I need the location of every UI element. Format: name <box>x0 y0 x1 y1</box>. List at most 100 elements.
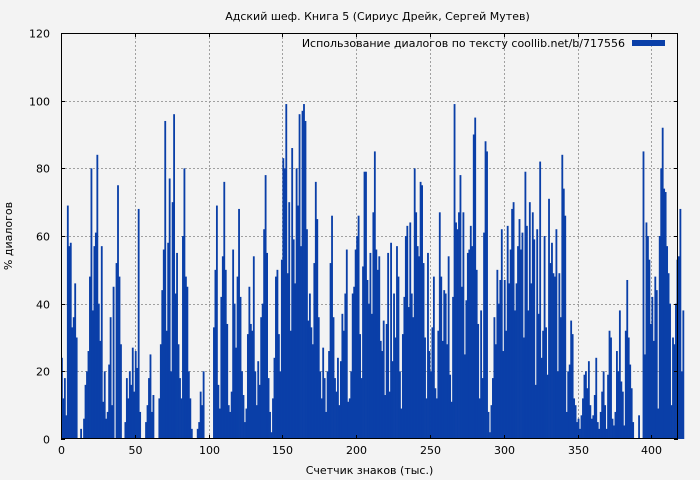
bar <box>217 384 220 439</box>
bar <box>554 276 556 439</box>
bar <box>173 114 176 439</box>
bar <box>661 127 664 439</box>
bar <box>435 398 438 439</box>
bar <box>378 256 381 439</box>
bar <box>583 374 586 439</box>
bar <box>607 374 609 439</box>
bar <box>394 337 397 439</box>
bar <box>108 364 111 439</box>
bar <box>146 405 149 439</box>
bar <box>319 371 322 439</box>
bar <box>555 229 558 439</box>
bar <box>471 246 474 439</box>
bar <box>616 351 618 439</box>
bar <box>148 378 150 439</box>
bar <box>270 432 273 439</box>
bar <box>127 398 130 439</box>
bar <box>174 293 177 439</box>
bar <box>432 276 435 439</box>
bar <box>385 323 388 439</box>
bar <box>251 330 254 439</box>
bar <box>514 310 516 439</box>
bar <box>370 313 373 439</box>
bar <box>199 391 202 439</box>
bar <box>223 181 226 439</box>
bar <box>120 344 122 439</box>
bar <box>353 286 356 439</box>
bar <box>549 263 552 439</box>
bar <box>298 114 301 439</box>
bar <box>617 371 620 439</box>
bar <box>618 310 621 439</box>
bar <box>201 405 204 439</box>
bar <box>289 330 292 439</box>
bar <box>576 422 578 439</box>
bar <box>605 428 608 439</box>
bar <box>105 418 108 439</box>
bar <box>455 222 457 439</box>
bar <box>65 415 68 439</box>
legend-label: Использование диалогов по тексту coollib… <box>302 37 625 50</box>
bar <box>463 354 466 439</box>
y-tick-label: 20 <box>36 366 50 379</box>
bar <box>456 229 459 439</box>
bar <box>239 296 242 439</box>
bar <box>449 374 452 439</box>
bar <box>614 411 617 439</box>
bar <box>462 212 465 439</box>
bar <box>189 398 192 439</box>
bar <box>505 330 508 439</box>
bar <box>280 259 283 439</box>
bar <box>151 411 153 439</box>
bar <box>248 286 251 439</box>
bar <box>303 104 305 440</box>
bar <box>94 232 97 439</box>
bar <box>190 428 193 439</box>
bar <box>91 310 94 439</box>
bar <box>306 229 308 439</box>
bar <box>459 175 462 439</box>
bar <box>478 398 481 439</box>
bar <box>592 415 595 439</box>
bar <box>86 371 88 439</box>
bar <box>655 290 658 439</box>
bar <box>171 202 174 439</box>
bar <box>213 327 215 439</box>
bar <box>136 367 139 439</box>
bar <box>325 411 328 439</box>
bar <box>412 317 415 439</box>
bar <box>543 236 546 439</box>
bar <box>342 330 345 439</box>
bar <box>453 104 456 440</box>
bar <box>130 384 133 439</box>
bar <box>134 351 137 439</box>
bar <box>415 212 418 439</box>
bar <box>379 340 382 439</box>
bar <box>348 398 351 439</box>
bar <box>587 361 590 439</box>
bar <box>372 212 375 439</box>
bar <box>152 395 155 439</box>
bar <box>376 269 379 439</box>
bar <box>400 408 403 439</box>
bar <box>621 391 624 439</box>
bar <box>89 276 91 439</box>
bar <box>390 242 392 439</box>
bar <box>416 246 419 439</box>
bar <box>354 249 357 439</box>
bar <box>230 391 233 439</box>
bar <box>187 371 190 439</box>
bar <box>168 178 171 439</box>
bar <box>288 202 291 439</box>
bar <box>565 411 568 439</box>
bar <box>552 273 555 439</box>
bar <box>97 303 100 439</box>
chart-title: Адский шеф. Книга 5 (Сириус Дрейк, Серге… <box>225 10 530 23</box>
bar <box>221 256 224 439</box>
bar <box>220 296 223 439</box>
bar <box>368 303 370 439</box>
bar <box>149 354 152 439</box>
bar <box>317 317 320 439</box>
bar <box>162 249 165 439</box>
